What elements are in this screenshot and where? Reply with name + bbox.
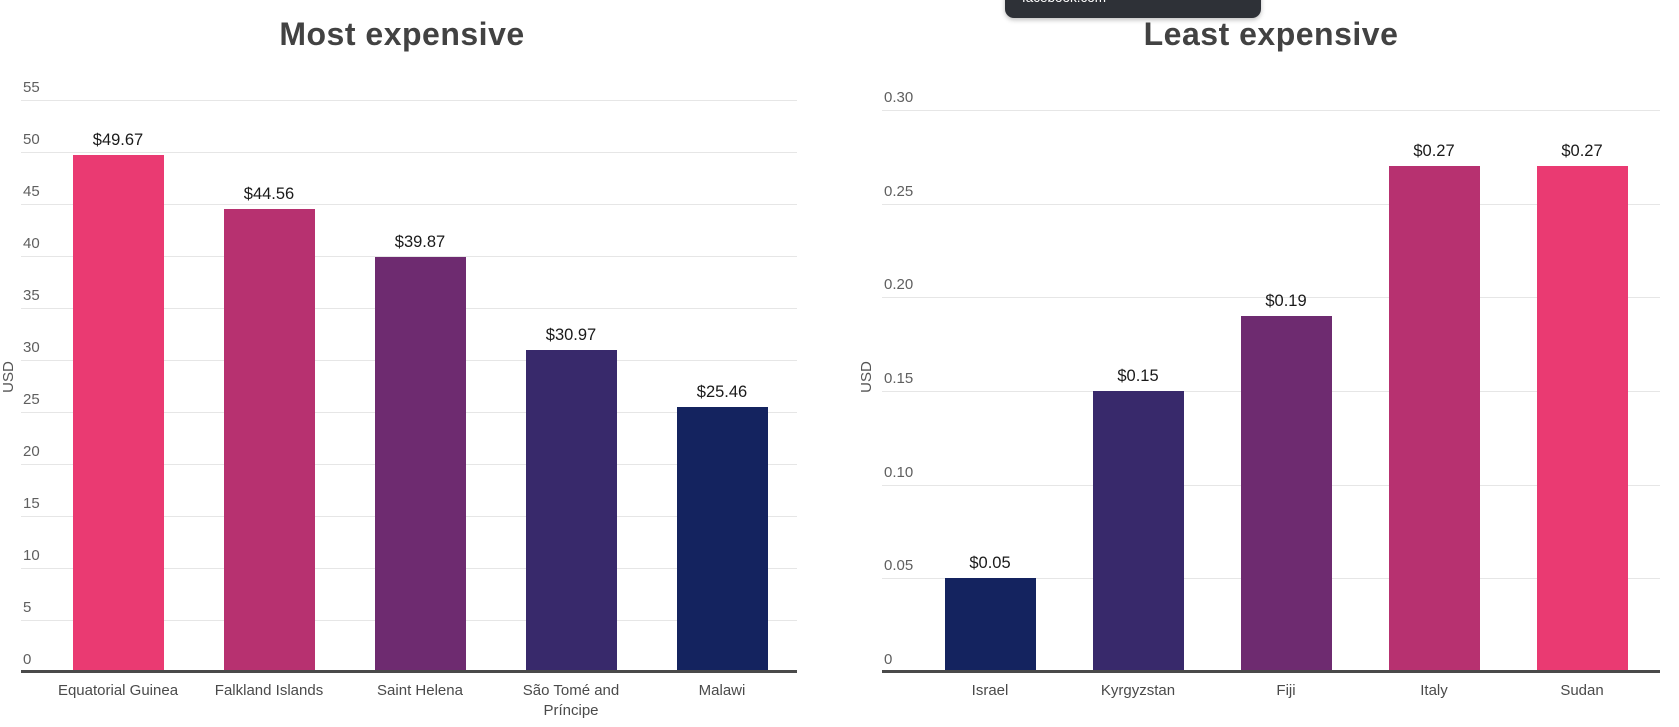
y-tick-label: 0.30: [884, 89, 914, 106]
y-tick-label: 0.15: [884, 370, 914, 387]
bar-sudan: [1537, 166, 1628, 672]
y-gridline: [21, 100, 797, 101]
x-axis-category-label: Israel: [971, 682, 1009, 699]
y-axis-title: USD: [0, 361, 17, 393]
bar-value-label: $0.15: [1117, 367, 1159, 385]
bar-kyrgyzstan: [1093, 391, 1184, 672]
y-axis-title: USD: [858, 361, 875, 393]
bar-falkland-islands: [224, 209, 315, 672]
bar-value-label: $0.27: [1561, 142, 1603, 160]
y-gridline: [21, 152, 797, 153]
x-axis-category-label: Sudan: [1560, 682, 1604, 699]
y-tick-label: 0.05: [884, 557, 914, 574]
y-tick-label: 55: [23, 79, 40, 96]
y-gridline: [21, 204, 797, 205]
y-tick-label: 20: [23, 443, 40, 460]
y-tick-label: 30: [23, 339, 40, 356]
y-tick-label: 5: [23, 599, 32, 616]
y-tick-label: 0.10: [884, 464, 914, 481]
bar-value-label: $49.67: [92, 131, 144, 149]
bar-equatorial-guinea: [73, 155, 164, 672]
y-tick-label: 40: [23, 235, 40, 252]
x-axis-category-label: Kyrgyzstan: [1100, 682, 1176, 699]
x-axis-category-label: São Tomé and Príncipe: [522, 682, 620, 720]
y-tick-label: 25: [23, 391, 40, 408]
bar-value-label: $39.87: [394, 233, 446, 251]
bar-fiji: [1241, 316, 1332, 672]
y-gridline: [882, 110, 1660, 111]
y-tick-label: 0: [884, 651, 893, 668]
y-tick-label: 50: [23, 131, 40, 148]
bar-value-label: $0.27: [1413, 142, 1455, 160]
bar-italy: [1389, 166, 1480, 672]
x-axis-category-label: Saint Helena: [377, 682, 463, 699]
bar-malawi: [677, 407, 768, 672]
x-axis-line: [882, 670, 1660, 673]
y-tick-label: 0: [23, 651, 32, 668]
bar-value-label: $30.97: [545, 326, 597, 344]
x-axis-category-label: Fiji: [1276, 682, 1296, 699]
chart-title: Least expensive: [1143, 16, 1399, 52]
link-preview-tooltip: facebook.com: [1005, 0, 1261, 18]
chart-title: Most expensive: [279, 16, 525, 52]
x-axis-category-label: Falkland Islands: [214, 682, 324, 699]
y-tick-label: 0.25: [884, 183, 914, 200]
bar-value-label: $25.46: [696, 383, 748, 401]
bar-value-label: $0.05: [969, 554, 1011, 572]
y-tick-label: 10: [23, 547, 40, 564]
x-axis-category-label: Equatorial Guinea: [57, 682, 179, 699]
bar-israel: [945, 578, 1036, 672]
bar-s-o-tom-and-pr-ncipe: [526, 350, 617, 672]
x-axis-category-label: Malawi: [698, 682, 746, 699]
y-tick-label: 35: [23, 287, 40, 304]
bar-value-label: $44.56: [243, 185, 295, 203]
tooltip-url-text: facebook.com: [1022, 0, 1106, 5]
y-gridline: [21, 256, 797, 257]
y-tick-label: 45: [23, 183, 40, 200]
bar-saint-helena: [375, 257, 466, 672]
bar-value-label: $0.19: [1265, 292, 1307, 310]
y-tick-label: 0.20: [884, 276, 914, 293]
x-axis-line: [21, 670, 797, 673]
x-axis-category-label: Italy: [1420, 682, 1448, 699]
y-gridline: [882, 204, 1660, 205]
y-tick-label: 15: [23, 495, 40, 512]
y-gridline: [882, 297, 1660, 298]
